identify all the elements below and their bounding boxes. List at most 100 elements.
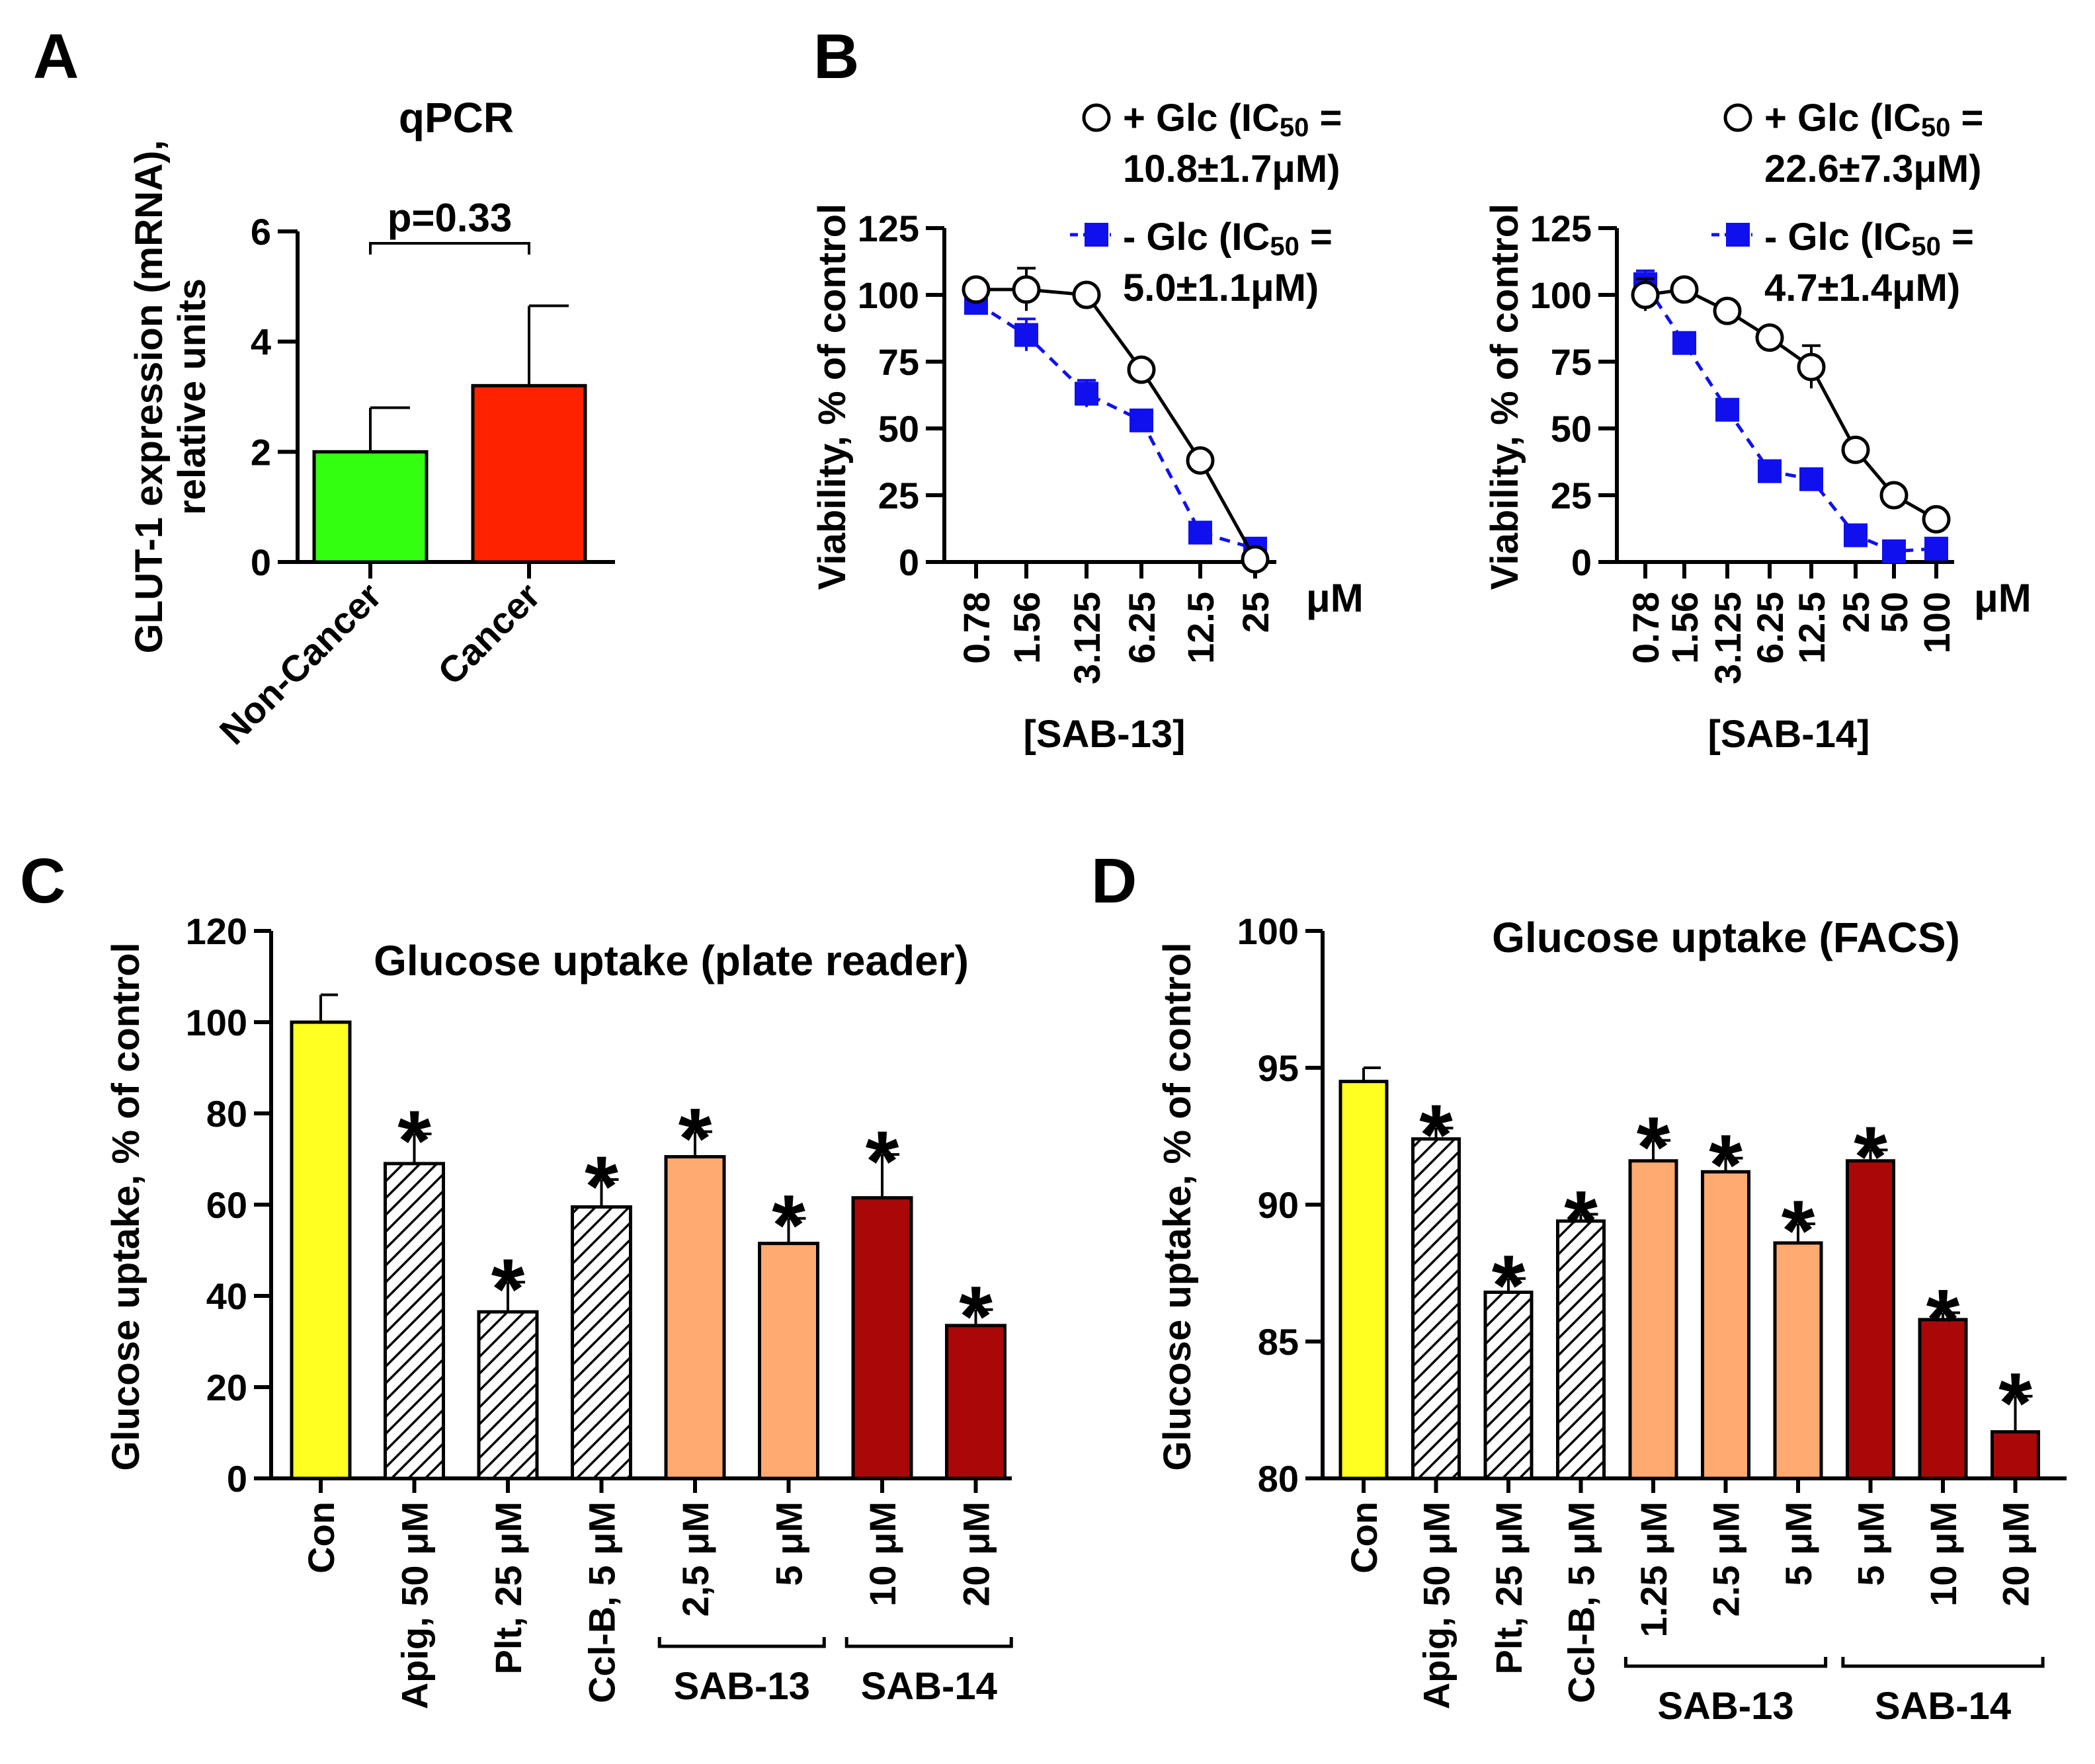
legend-text: = <box>1299 216 1333 259</box>
x-tick-label: 6.25 <box>1121 592 1163 664</box>
bar <box>1846 1159 1895 1480</box>
bar <box>571 1205 632 1480</box>
legend-label: - Glc (IC50 = <box>1123 216 1333 261</box>
group-label: SAB-14 <box>1875 1685 2011 1728</box>
legend-text: = <box>1309 97 1342 140</box>
y-tick-label: 90 <box>1258 1184 1299 1226</box>
legend-subscript: 50 <box>1921 113 1951 142</box>
bar <box>477 1310 539 1480</box>
bar <box>1411 1137 1461 1480</box>
chart-title: qPCR <box>399 94 514 141</box>
x-tick-label: 0.78 <box>956 592 997 664</box>
significance-bracket <box>369 242 530 255</box>
legend-marker <box>1723 103 1752 132</box>
x-category-label: 10 μM <box>1922 1502 1964 1607</box>
legend-subscript: 50 <box>1270 232 1299 261</box>
x-category-label: 5 μM <box>768 1502 810 1586</box>
data-point <box>1844 523 1868 547</box>
data-point <box>1882 539 1906 563</box>
x-category-label: Plt, 25 μM <box>487 1502 529 1674</box>
legend-marker <box>1082 103 1111 132</box>
panel-c-chart: Glucose uptake (plate reader) Glucose upt… <box>104 910 1013 1709</box>
x-category-label: 20 μM <box>1995 1502 2037 1607</box>
y-tick-label: 50 <box>878 408 919 450</box>
y-tick-label: 120 <box>186 910 247 952</box>
y-tick-label: 50 <box>1551 408 1592 450</box>
group-label: SAB-13 <box>1657 1685 1793 1728</box>
x-category-label: 5 μM <box>1778 1502 1819 1586</box>
data-point <box>1713 296 1742 325</box>
x-category-label: Apig, 50 μM <box>1416 1502 1458 1709</box>
data-point <box>1799 467 1823 491</box>
y-tick-label: 0 <box>1571 541 1592 583</box>
panel-label-c: C <box>20 846 65 916</box>
y-tick-label: 0 <box>899 541 919 583</box>
panel-label-b: B <box>813 21 859 92</box>
significance-star: * <box>1564 1172 1598 1269</box>
significance-star: * <box>1637 1099 1670 1195</box>
bar <box>290 1020 352 1480</box>
data-point <box>1241 545 1270 574</box>
legend-text: = <box>1950 97 1983 140</box>
chart-title: Glucose uptake (plate reader) <box>374 937 969 984</box>
x-axis-label: [SAB-13] <box>1024 713 1186 756</box>
legend-label: + Glc (IC50 = <box>1764 97 1983 142</box>
bar <box>851 1196 913 1480</box>
data-point <box>1130 408 1153 432</box>
x-category-label: Plt, 25 μM <box>1488 1502 1530 1674</box>
data-point <box>1758 459 1782 483</box>
bar <box>1628 1159 1678 1480</box>
data-point <box>1924 536 1948 561</box>
bar <box>1338 1080 1389 1480</box>
panel-b-sab13-chart: 0 25 50 75 100 125 0.78 1.56 3.125 6.25 12.5 25 μM [S… <box>811 97 1364 756</box>
data-point <box>1188 520 1212 545</box>
y-tick-label: 2 <box>251 431 271 473</box>
group-label: SAB-13 <box>674 1665 810 1708</box>
x-category-label: 20 μM <box>956 1502 997 1607</box>
y-tick-label: 80 <box>1258 1458 1299 1500</box>
group-bracket <box>1841 1657 2045 1668</box>
y-tick-label: 25 <box>878 475 919 516</box>
y-tick-label: 6 <box>251 211 271 253</box>
y-tick-label: 125 <box>858 208 919 249</box>
legend-marker <box>1085 223 1108 247</box>
x-tick-label: 100 <box>1916 592 1957 653</box>
panel-label-d: D <box>1091 846 1137 916</box>
x-unit-label: μM <box>1974 576 2032 620</box>
y-tick-label: 85 <box>1258 1321 1299 1363</box>
legend-text: + Glc (IC <box>1764 97 1921 140</box>
y-axis-label: Viability, % of control <box>1483 204 1526 590</box>
x-category-label: Apig, 50 μM <box>394 1502 436 1709</box>
significance-star: * <box>1782 1182 1815 1279</box>
x-category-label: Con <box>300 1502 342 1574</box>
data-point <box>1186 446 1215 475</box>
legend-text: - Glc (IC <box>1764 216 1911 259</box>
group-label: SAB-14 <box>861 1665 997 1708</box>
data-point <box>1922 504 1951 534</box>
significance-star: * <box>1998 1355 2032 1451</box>
x-tick-label: 50 <box>1873 592 1915 633</box>
data-point <box>1755 323 1784 352</box>
y-axis-label: Glucose uptake, % of control <box>1156 942 1199 1470</box>
group-bracket <box>844 1637 1013 1648</box>
y-axis-label: Viability, % of control <box>811 204 854 590</box>
y-tick-label: 100 <box>1530 274 1592 316</box>
bar <box>312 450 429 564</box>
x-tick-label: 12.5 <box>1791 592 1832 664</box>
group-bracket <box>1623 1657 1828 1668</box>
x-tick-label: 25 <box>1235 592 1276 633</box>
panel-d-chart: Glucose uptake (FACS) Glucose uptake, % o… <box>1156 910 2067 1728</box>
x-category-label: Cancer <box>430 575 548 693</box>
data-point <box>1879 481 1909 510</box>
data-point <box>1012 275 1041 304</box>
x-category-label: Con <box>1343 1502 1385 1574</box>
x-unit-label: μM <box>1306 576 1364 620</box>
significance-star: * <box>585 1138 618 1234</box>
significance-star: * <box>772 1177 805 1273</box>
y-tick-label: 75 <box>1551 341 1592 383</box>
legend-text: + Glc (IC <box>1123 97 1280 140</box>
data-point <box>1075 381 1098 406</box>
y-tick-label: 0 <box>227 1458 247 1500</box>
y-axis-label: relative units <box>171 278 214 515</box>
